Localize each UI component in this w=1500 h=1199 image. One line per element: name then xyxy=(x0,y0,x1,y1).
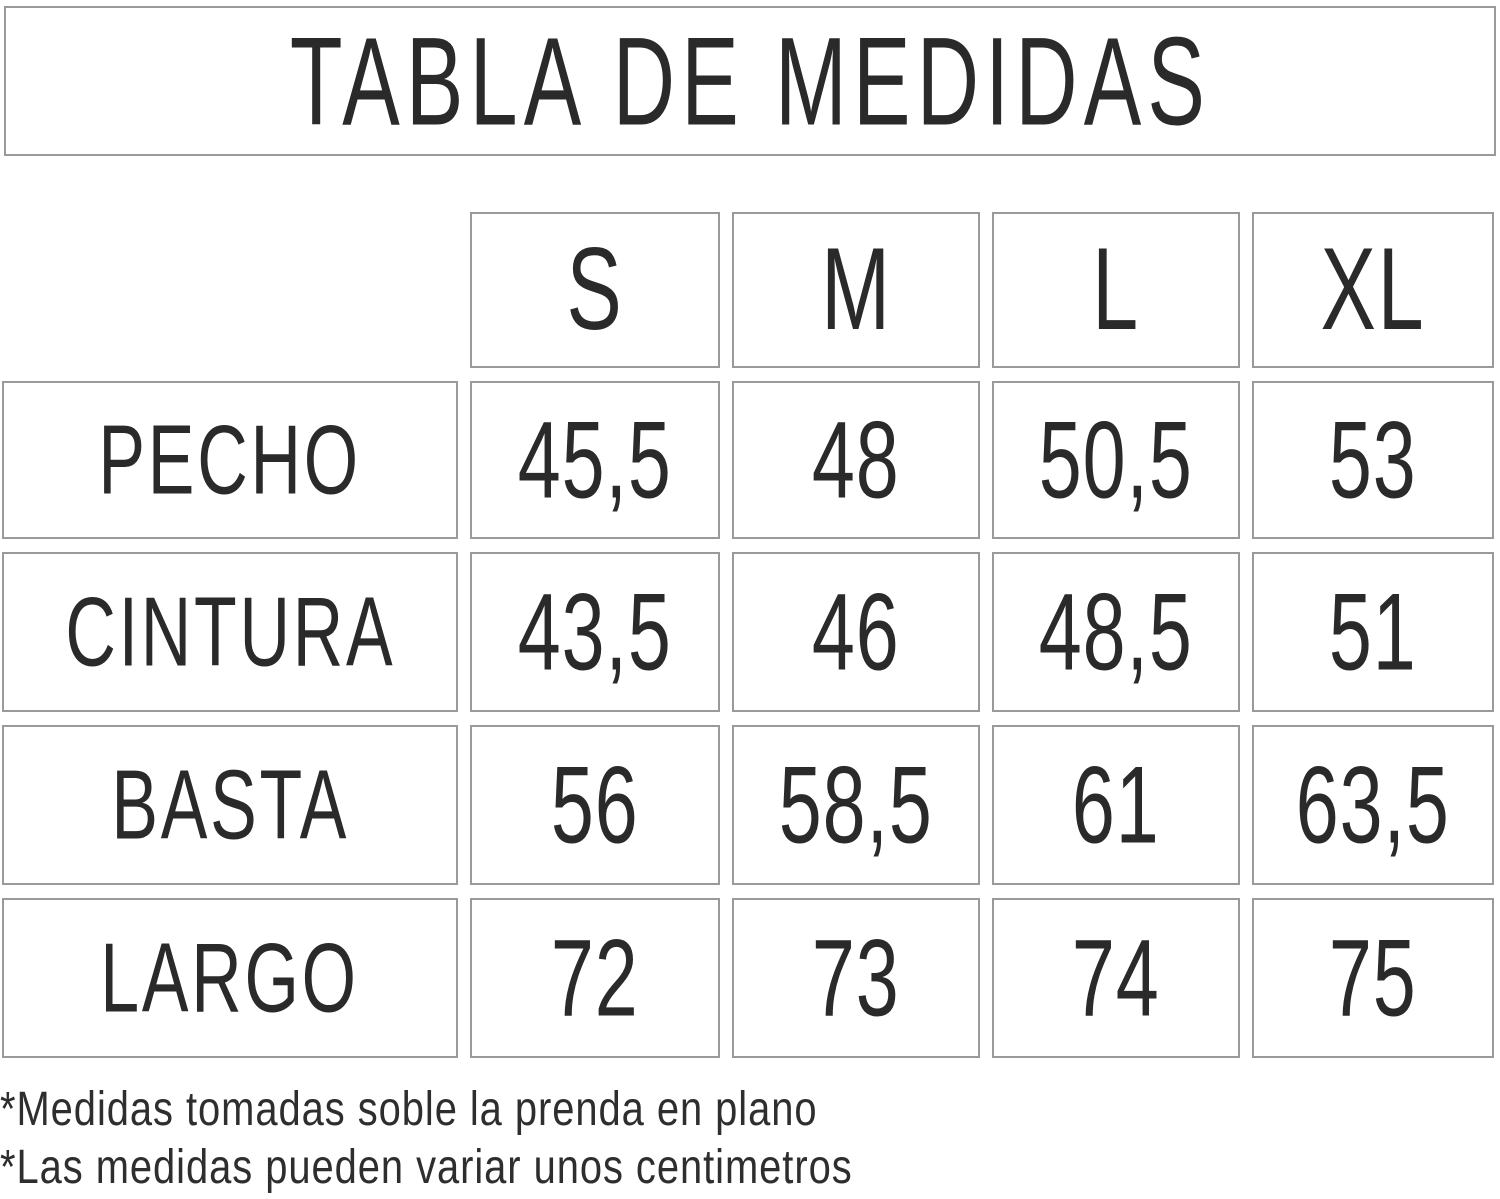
page-title: TABLA DE MEDIDAS xyxy=(289,9,1211,151)
column-header-xl: XL xyxy=(1252,212,1494,368)
cell-value: 58,5 xyxy=(778,743,934,866)
note-line-2: *Las medidas pueden variar unos centimet… xyxy=(0,1139,853,1194)
cell-value: 53 xyxy=(1329,398,1417,521)
row-label: PECHO xyxy=(98,404,362,516)
column-header-s: S xyxy=(470,212,720,368)
cell-largo-s: 72 xyxy=(470,898,720,1058)
cell-value: 43,5 xyxy=(517,570,673,693)
column-header-label: L xyxy=(1092,224,1140,355)
cell-cintura-m: 46 xyxy=(732,552,980,712)
row-label: BASTA xyxy=(111,749,349,861)
cell-cintura-s: 43,5 xyxy=(470,552,720,712)
cell-value: 50,5 xyxy=(1038,398,1194,521)
cell-value: 45,5 xyxy=(517,398,673,521)
row-label-largo: LARGO xyxy=(2,898,458,1058)
footnotes: *Medidas tomadas soble la prenda en plan… xyxy=(0,1080,897,1196)
row-label-pecho: PECHO xyxy=(2,381,458,539)
cell-value: 48,5 xyxy=(1038,570,1194,693)
column-header-label: XL xyxy=(1320,224,1426,355)
cell-value: 75 xyxy=(1329,916,1417,1039)
cell-basta-l: 61 xyxy=(992,725,1240,885)
measurements-table: S M L XL PECHO 45,5 48 50,5 53 CINTURA xyxy=(2,212,1494,1058)
cell-pecho-s: 45,5 xyxy=(470,381,720,539)
row-label-cintura: CINTURA xyxy=(2,552,458,712)
header-spacer xyxy=(2,212,458,368)
cell-basta-m: 58,5 xyxy=(732,725,980,885)
cell-pecho-m: 48 xyxy=(732,381,980,539)
column-header-label: M xyxy=(820,224,892,355)
cell-pecho-l: 50,5 xyxy=(992,381,1240,539)
row-label: LARGO xyxy=(100,922,360,1034)
cell-value: 48 xyxy=(812,398,900,521)
cell-value: 74 xyxy=(1072,916,1160,1039)
column-header-m: M xyxy=(732,212,980,368)
cell-basta-s: 56 xyxy=(470,725,720,885)
cell-cintura-xl: 51 xyxy=(1252,552,1494,712)
cell-largo-l: 74 xyxy=(992,898,1240,1058)
cell-value: 63,5 xyxy=(1295,743,1451,866)
cell-largo-xl: 75 xyxy=(1252,898,1494,1058)
cell-value: 61 xyxy=(1072,743,1160,866)
row-label: CINTURA xyxy=(64,576,396,688)
cell-value: 51 xyxy=(1329,570,1417,693)
cell-pecho-xl: 53 xyxy=(1252,381,1494,539)
column-header-label: S xyxy=(566,224,624,355)
note-line-1: *Medidas tomadas soble la prenda en plan… xyxy=(0,1081,818,1136)
row-label-basta: BASTA xyxy=(2,725,458,885)
cell-value: 46 xyxy=(812,570,900,693)
cell-value: 72 xyxy=(551,916,639,1039)
cell-value: 56 xyxy=(551,743,639,866)
title-box: TABLA DE MEDIDAS xyxy=(4,6,1496,156)
cell-cintura-l: 48,5 xyxy=(992,552,1240,712)
column-header-l: L xyxy=(992,212,1240,368)
cell-value: 73 xyxy=(812,916,900,1039)
cell-basta-xl: 63,5 xyxy=(1252,725,1494,885)
cell-largo-m: 73 xyxy=(732,898,980,1058)
